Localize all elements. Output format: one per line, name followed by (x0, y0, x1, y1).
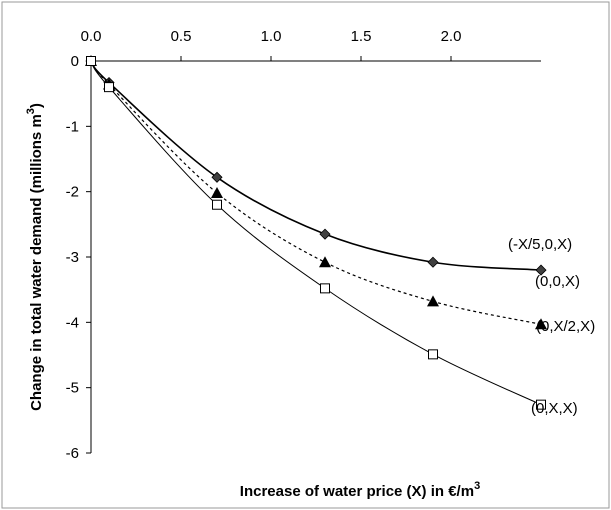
data-point-triangle (535, 318, 547, 330)
series-open-square (86, 56, 546, 410)
series-label: (0,X,X) (531, 400, 578, 417)
y-tick-label: -6 (66, 445, 79, 462)
x-tick-label: 1.0 (261, 28, 282, 45)
data-point-triangle (319, 256, 331, 268)
x-tick-label: 0.0 (81, 28, 102, 45)
x-tick-label: 1.5 (351, 28, 372, 45)
x-tick-label: 0.5 (171, 28, 192, 45)
y-tick-label: -1 (66, 118, 79, 135)
data-point-square (212, 199, 222, 210)
series-labels: (-X/5,0,X) (0,0,X) (0,X/2,X) (0,X,X) (508, 236, 595, 417)
series-line (90, 60, 542, 325)
data-point-square (86, 56, 96, 66)
x-axis-title: Increase of water price (X) in €/m3 (240, 480, 480, 500)
y-tick-label: -4 (66, 314, 79, 331)
y-axis-title: Change in total water demand (millions m… (25, 103, 45, 411)
data-point-square (320, 283, 330, 294)
series-label: (0,0,X) (535, 273, 580, 290)
y-tick-label: -2 (66, 184, 79, 201)
series-layer (85, 55, 547, 410)
data-point-square (104, 82, 114, 93)
axes: 0.0 0.5 1.0 1.5 2.0 0 -1 -2 -3 -4 -5 -6 (66, 28, 541, 462)
data-point-triangle (211, 186, 223, 198)
series-label-extra: (-X/5,0,X) (508, 236, 572, 253)
series-label: (0,X/2,X) (536, 318, 595, 335)
y-tick-label: -5 (66, 380, 79, 397)
data-point-triangle (427, 295, 439, 307)
data-point-diamond (211, 171, 223, 183)
data-point-square (428, 349, 438, 360)
data-point-diamond (427, 256, 439, 268)
y-tick-label: 0 (71, 53, 79, 70)
y-axis-title-group: Change in total water demand (millions m… (25, 103, 45, 411)
data-point-diamond (319, 228, 331, 240)
data-point-diamond (535, 264, 547, 276)
x-tick-label: 2.0 (441, 28, 462, 45)
y-tick-label: -3 (66, 249, 79, 266)
data-point-square (536, 399, 546, 410)
